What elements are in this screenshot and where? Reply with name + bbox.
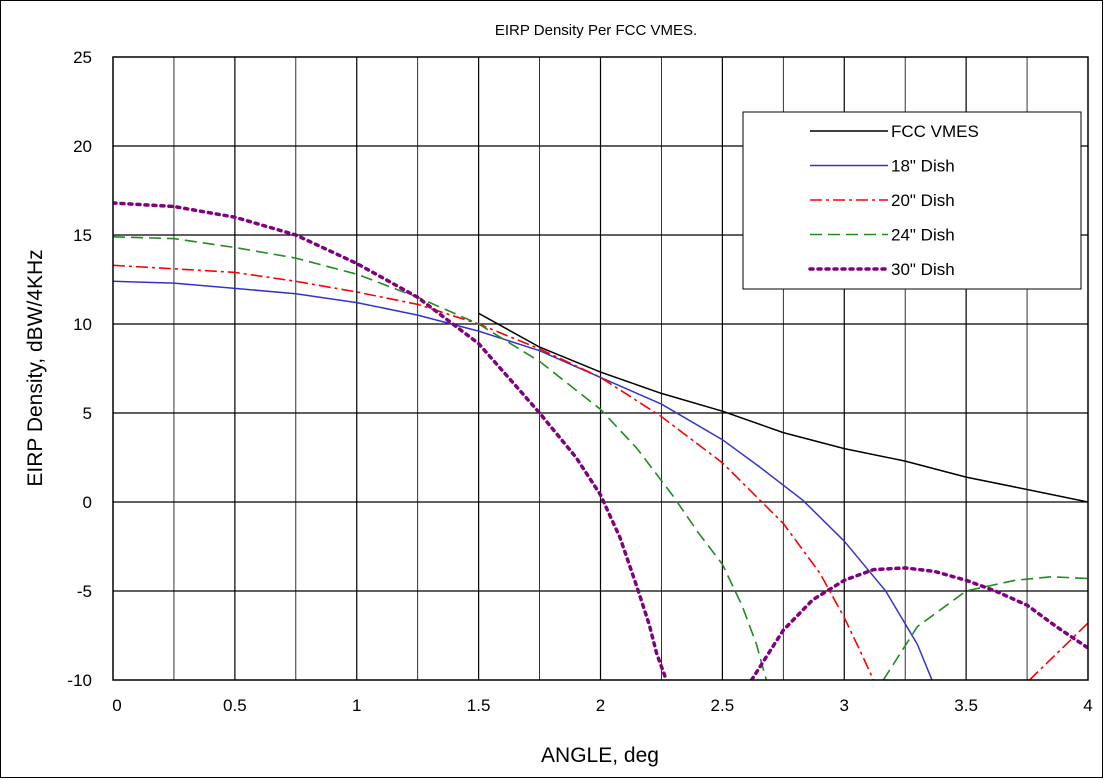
x-tick-label: 4 bbox=[1083, 696, 1092, 715]
legend-label: 18" Dish bbox=[891, 157, 955, 176]
legend-label: 24" Dish bbox=[891, 226, 955, 245]
y-tick-label: 25 bbox=[73, 48, 92, 67]
series-line bbox=[113, 201, 669, 680]
series-line bbox=[113, 264, 875, 680]
y-tick-label: -10 bbox=[67, 671, 92, 690]
y-axis-label: EIRP Density, dBW/4KHz bbox=[24, 249, 47, 486]
series-line bbox=[478, 312, 1088, 503]
series-line-segment bbox=[1028, 622, 1088, 680]
x-tick-label: 3.5 bbox=[954, 696, 978, 715]
x-tick-label: 1 bbox=[352, 696, 361, 715]
series-line-segment bbox=[749, 566, 1088, 680]
y-tick-label: 10 bbox=[73, 315, 92, 334]
x-tick-label: 0.5 bbox=[223, 696, 247, 715]
series-lines bbox=[113, 201, 1088, 680]
plot-area bbox=[112, 56, 1089, 681]
x-tick-label: 3 bbox=[840, 696, 849, 715]
chart-title: EIRP Density Per FCC VMES. bbox=[495, 22, 697, 39]
legend-label: 30" Dish bbox=[891, 260, 955, 279]
y-tick-label: 0 bbox=[83, 493, 92, 512]
y-tick-label: 20 bbox=[73, 137, 92, 156]
x-tick-label: 1.5 bbox=[467, 696, 491, 715]
x-tick-label: 2.5 bbox=[711, 696, 735, 715]
y-tick-label: 5 bbox=[83, 404, 92, 423]
series-line bbox=[113, 236, 768, 680]
y-tick-labels: -10 -5 0 5 10 15 20 25 bbox=[67, 48, 92, 690]
legend-box bbox=[742, 111, 1082, 290]
series-line-segment bbox=[882, 575, 1088, 680]
x-tick-label: 2 bbox=[596, 696, 605, 715]
legend-label: 20" Dish bbox=[891, 191, 955, 210]
series-line bbox=[113, 280, 933, 680]
x-tick-labels: 0 0.5 1 1.5 2 2.5 3 3.5 4 bbox=[112, 696, 1092, 715]
legend: FCC VMES 18" Dish 20" Dish 24" Dish 30" Dish bbox=[742, 111, 1082, 290]
y-tick-label: 15 bbox=[73, 226, 92, 245]
y-tick-label: -5 bbox=[77, 582, 92, 601]
legend-label: FCC VMES bbox=[891, 122, 979, 141]
x-tick-label: 0 bbox=[112, 696, 121, 715]
x-axis-label: ANGLE, deg bbox=[541, 744, 659, 767]
